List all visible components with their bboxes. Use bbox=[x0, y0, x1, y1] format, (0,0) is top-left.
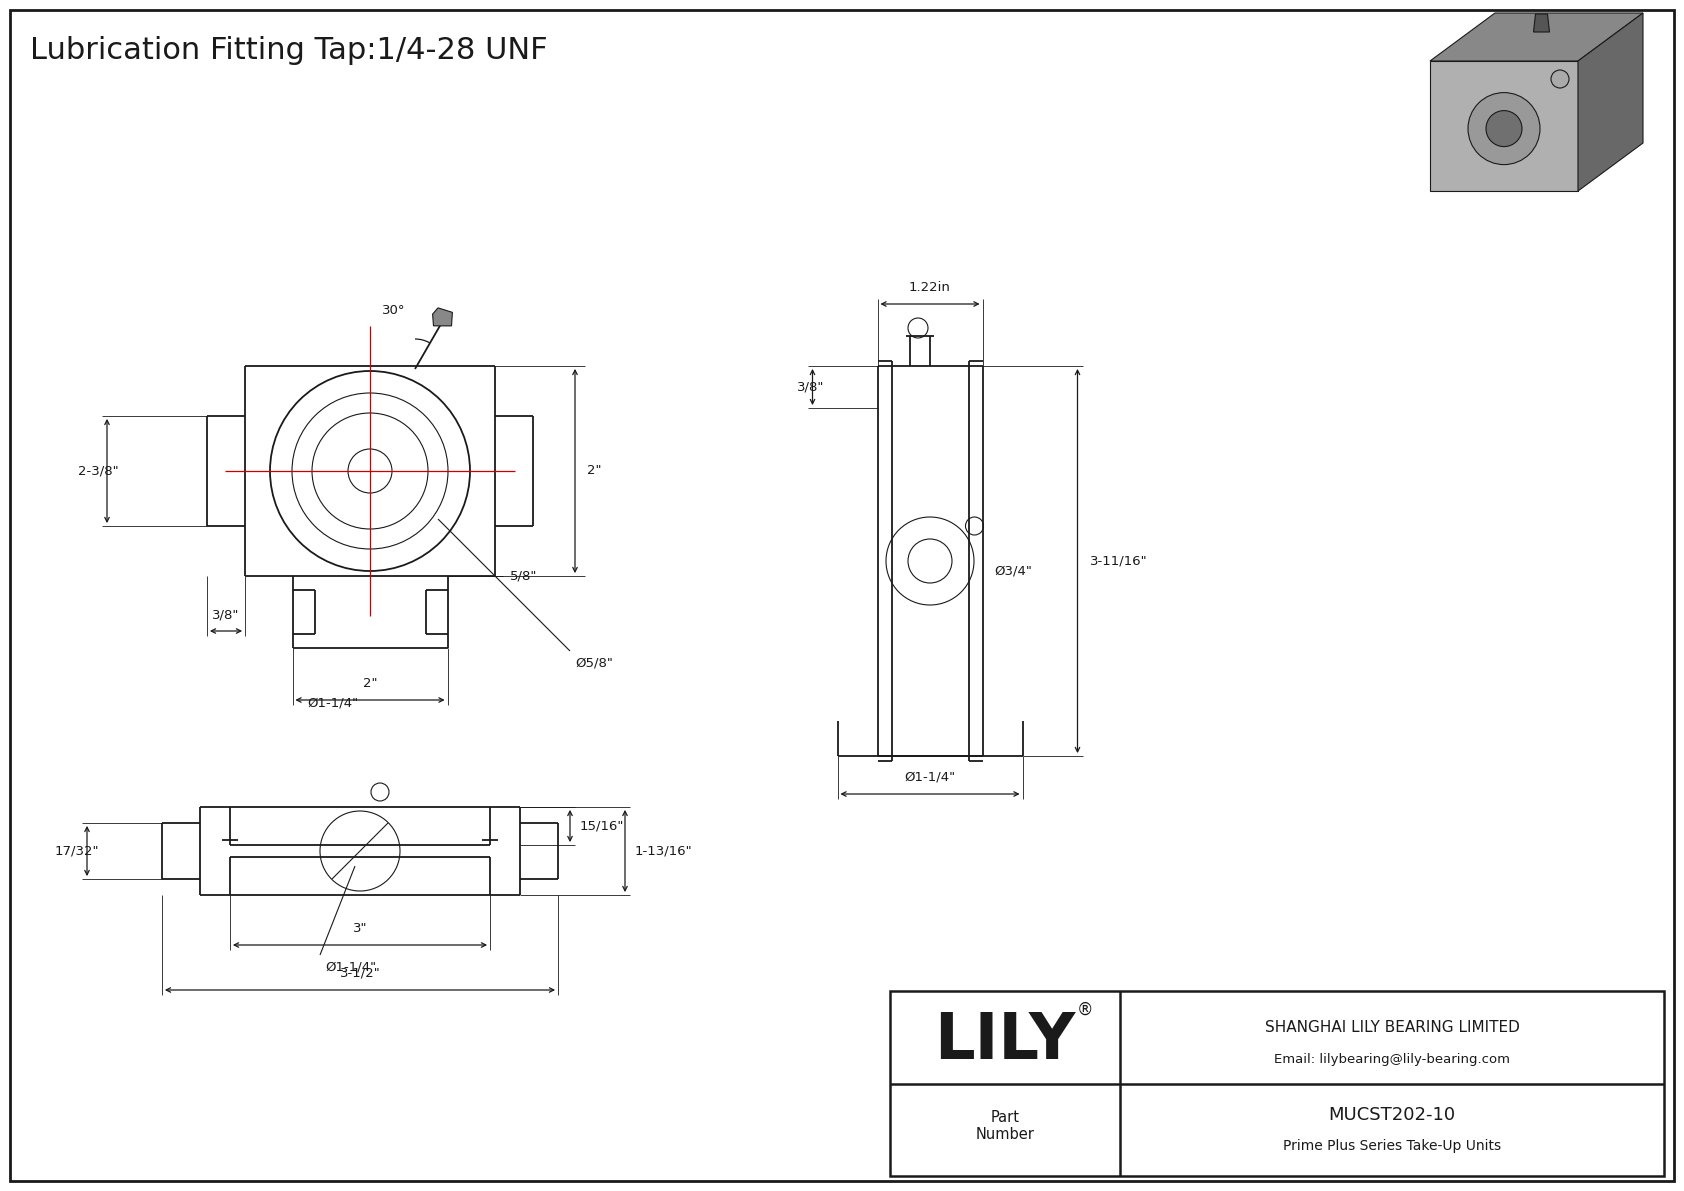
Polygon shape bbox=[1430, 61, 1578, 191]
Text: Ø3/4": Ø3/4" bbox=[995, 565, 1032, 578]
Polygon shape bbox=[1534, 14, 1549, 32]
Circle shape bbox=[1485, 111, 1522, 146]
Text: Lubrication Fitting Tap:1/4-28 UNF: Lubrication Fitting Tap:1/4-28 UNF bbox=[30, 36, 547, 66]
Text: MUCST202-10: MUCST202-10 bbox=[1329, 1106, 1455, 1124]
Text: 15/16": 15/16" bbox=[579, 819, 625, 833]
Circle shape bbox=[1468, 93, 1539, 164]
Circle shape bbox=[1551, 70, 1569, 88]
Text: 3-1/2": 3-1/2" bbox=[340, 967, 381, 980]
Text: 3/8": 3/8" bbox=[797, 380, 825, 393]
Text: Ø1-1/4": Ø1-1/4" bbox=[306, 696, 359, 709]
Text: 30°: 30° bbox=[382, 304, 404, 317]
Text: 3/8": 3/8" bbox=[212, 607, 239, 621]
Text: Part
Number: Part Number bbox=[975, 1110, 1034, 1142]
Text: 3-11/16": 3-11/16" bbox=[1090, 555, 1147, 567]
Text: 2": 2" bbox=[362, 676, 377, 690]
Polygon shape bbox=[1578, 13, 1644, 191]
Text: 2": 2" bbox=[588, 464, 601, 478]
Text: Ø1-1/4": Ø1-1/4" bbox=[325, 960, 376, 973]
Text: 3": 3" bbox=[352, 922, 367, 935]
Text: Ø5/8": Ø5/8" bbox=[574, 656, 613, 669]
Polygon shape bbox=[433, 307, 453, 326]
Text: Email: lilybearing@lily-bearing.com: Email: lilybearing@lily-bearing.com bbox=[1275, 1053, 1511, 1066]
Text: 17/32": 17/32" bbox=[54, 844, 99, 858]
Polygon shape bbox=[1430, 13, 1644, 61]
Text: Prime Plus Series Take-Up Units: Prime Plus Series Take-Up Units bbox=[1283, 1140, 1500, 1153]
Text: 5/8": 5/8" bbox=[510, 569, 537, 582]
Text: Ø1-1/4": Ø1-1/4" bbox=[904, 771, 955, 784]
Text: 2-3/8": 2-3/8" bbox=[79, 464, 120, 478]
Text: 1-13/16": 1-13/16" bbox=[635, 844, 692, 858]
Text: ®: ® bbox=[1078, 1000, 1093, 1019]
Text: LILY: LILY bbox=[935, 1010, 1076, 1072]
Text: 1.22in: 1.22in bbox=[909, 281, 951, 294]
Text: SHANGHAI LILY BEARING LIMITED: SHANGHAI LILY BEARING LIMITED bbox=[1265, 1021, 1519, 1035]
